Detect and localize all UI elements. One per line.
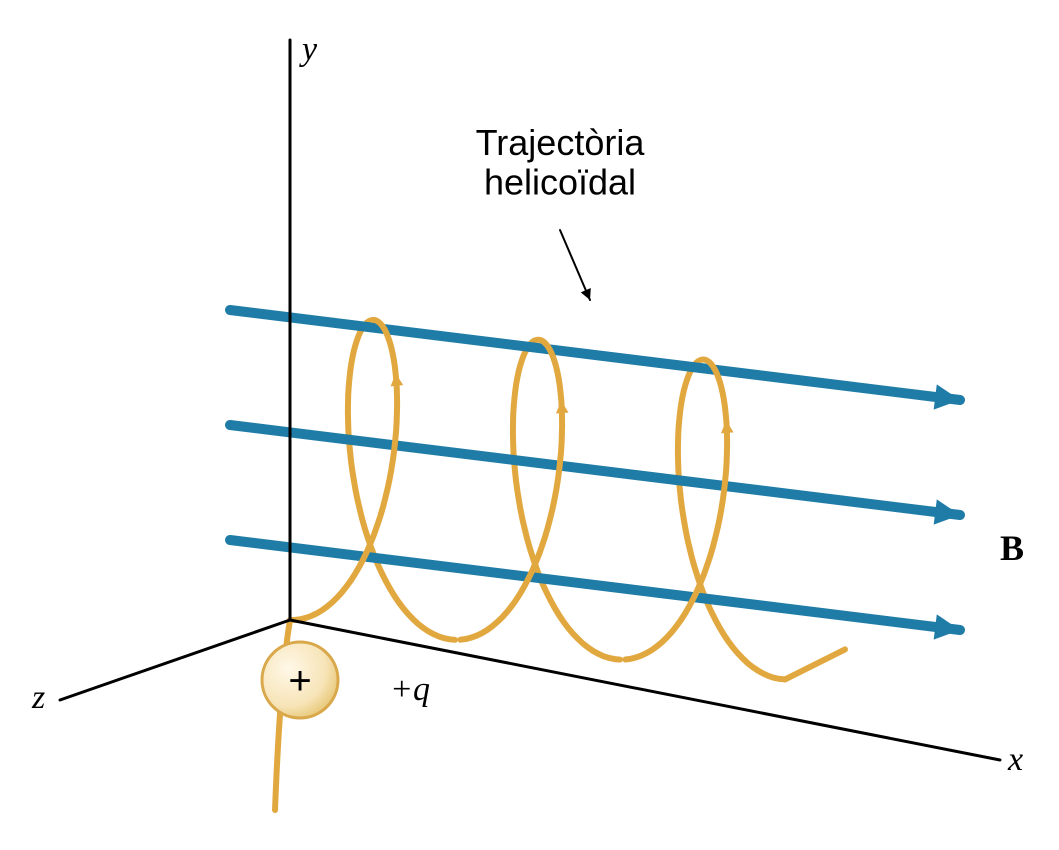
field-label: B (1000, 528, 1024, 568)
magnetic-field-lines (230, 310, 960, 640)
title-line2: helicoïdal (484, 162, 636, 203)
helix-front (275, 320, 845, 810)
axis-label-z: z (31, 679, 45, 716)
axis-label-x: x (1007, 741, 1023, 778)
title-line1: Trajectòria (476, 122, 646, 163)
charge-label: +q (390, 671, 430, 708)
charge-plus: + (288, 659, 311, 703)
axis-label-y: y (299, 31, 318, 68)
